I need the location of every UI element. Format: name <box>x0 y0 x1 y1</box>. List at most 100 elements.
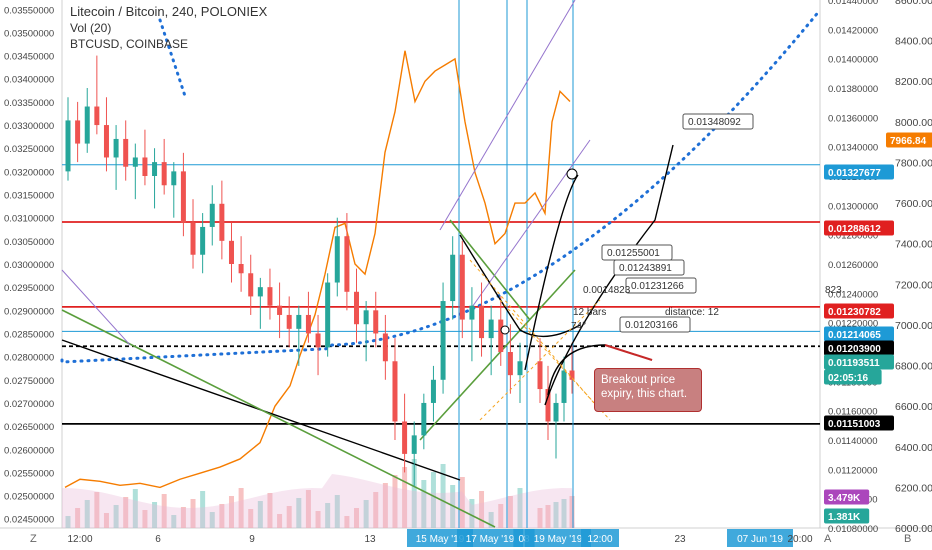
volume-bar <box>209 512 215 528</box>
volume-bar <box>171 515 177 528</box>
volume-ma-area <box>62 473 575 528</box>
price-label-bg <box>824 415 894 431</box>
candle-body <box>142 157 148 176</box>
breakout-note: Breakout price expiry, this chart. <box>594 368 702 412</box>
candle-body <box>190 222 196 255</box>
callout-box <box>613 259 685 276</box>
volume-bar <box>190 499 196 528</box>
candle-body <box>171 171 177 186</box>
mid-tick-label: 0.01220000 <box>828 319 878 330</box>
volume-bar <box>402 467 408 528</box>
right-tick-label: 8000.00 <box>895 117 932 129</box>
candle-body <box>440 301 446 380</box>
x-tick-label: 23 <box>674 534 686 545</box>
x-tick-highlight <box>581 529 619 547</box>
candle-body <box>209 203 215 227</box>
candle-body <box>219 203 225 241</box>
callout-text: 0.0014823 <box>583 285 631 296</box>
volume-bar <box>488 512 494 528</box>
price-label-bg <box>824 354 894 370</box>
volume-bar <box>421 480 427 528</box>
green-trendline <box>61 309 496 528</box>
volume-bar <box>459 477 465 528</box>
price-label: 0.01327677 <box>828 168 881 179</box>
candle-body <box>132 157 138 167</box>
volume-bar <box>430 472 436 528</box>
candle-body <box>363 310 369 325</box>
purple-channel-upper <box>439 0 576 231</box>
left-tick-label: 0.03300000 <box>4 121 54 132</box>
price-label: 0.01193511 <box>828 358 880 369</box>
candle-body <box>469 305 475 320</box>
dotted-segment <box>158 18 187 98</box>
left-tick-label: 0.03200000 <box>4 167 54 178</box>
candle-body <box>325 282 331 348</box>
mid-tick-label: 0.01240000 <box>828 289 878 300</box>
candle-body <box>344 236 350 292</box>
callout-text: 74° <box>571 321 586 332</box>
volume-bar <box>498 504 504 528</box>
candle-body <box>103 125 109 158</box>
volume-bar <box>469 499 475 528</box>
candle-body <box>257 287 263 297</box>
legend-btcusd: BTCUSD, COINBASE <box>70 37 189 51</box>
candle-body <box>373 310 379 334</box>
right-tick-label: 7200.00 <box>895 279 932 291</box>
volume-bar <box>411 459 417 528</box>
chart-legend: Litecoin / Bitcoin, 240, POLONIEX Vol (2… <box>70 4 267 52</box>
mid-tick-label: 0.01280000 <box>828 231 878 242</box>
candle-body <box>421 402 427 436</box>
candle-body <box>123 138 129 167</box>
zoom-toggle[interactable]: Z <box>30 533 37 545</box>
settings-toggle[interactable]: B <box>904 533 912 545</box>
candle-body <box>267 287 273 306</box>
arrow-path <box>547 344 653 396</box>
volume-bar <box>277 514 283 528</box>
candle-body <box>315 333 321 348</box>
right-tick-label: 6800.00 <box>895 361 932 373</box>
left-tick-label: 0.03050000 <box>4 237 54 248</box>
legend-volume: Vol (20) <box>70 21 112 35</box>
callout-text: 823 <box>825 285 842 296</box>
right-tick-label: 8400.00 <box>895 36 932 48</box>
mid-tick-label: 0.01420000 <box>828 25 878 36</box>
btcusd-line <box>64 50 571 489</box>
x-tick-label: 20:00 <box>787 534 812 545</box>
callout-text: 0.01203166 <box>625 320 678 331</box>
left-tick-label: 0.02650000 <box>4 422 54 433</box>
volume-bar <box>373 492 379 528</box>
cup-curve <box>459 234 581 338</box>
candle-body <box>161 162 167 186</box>
x-tick-highlight <box>525 529 591 547</box>
price-label-bg <box>824 489 870 505</box>
volume-bar <box>363 500 369 528</box>
x-tick-label: 17 May '19 <box>466 534 515 545</box>
callout-box <box>625 277 697 294</box>
volume-bar <box>382 483 388 528</box>
price-label-bg <box>824 164 894 180</box>
volume-bar <box>479 491 485 528</box>
arrow-path <box>544 144 674 406</box>
price-label: 0.01214065 <box>828 330 881 341</box>
candle-body <box>450 254 456 302</box>
candle-body <box>286 314 292 329</box>
volume-bar <box>248 509 254 528</box>
right-tick-label: 8600.00 <box>895 0 932 7</box>
right-tick-label: 6000.00 <box>895 523 932 535</box>
candle-body <box>537 361 543 390</box>
volume-bar <box>553 502 559 528</box>
candle-body <box>296 314 302 329</box>
mid-tick-label: 0.01340000 <box>828 143 878 154</box>
candle-body <box>411 435 417 454</box>
red-arrow <box>604 344 653 361</box>
x-tick-label: 12:00 <box>587 534 612 545</box>
candle-body <box>305 314 311 334</box>
green-falling-line <box>449 219 531 321</box>
candle-body <box>459 254 465 320</box>
price-label-bg <box>824 340 894 356</box>
mid-tick-label: 0.01080000 <box>828 524 878 535</box>
mid-tick-label: 0.01380000 <box>828 84 878 95</box>
candle-body <box>152 162 158 176</box>
auto-scale-toggle[interactable]: A <box>824 533 832 545</box>
